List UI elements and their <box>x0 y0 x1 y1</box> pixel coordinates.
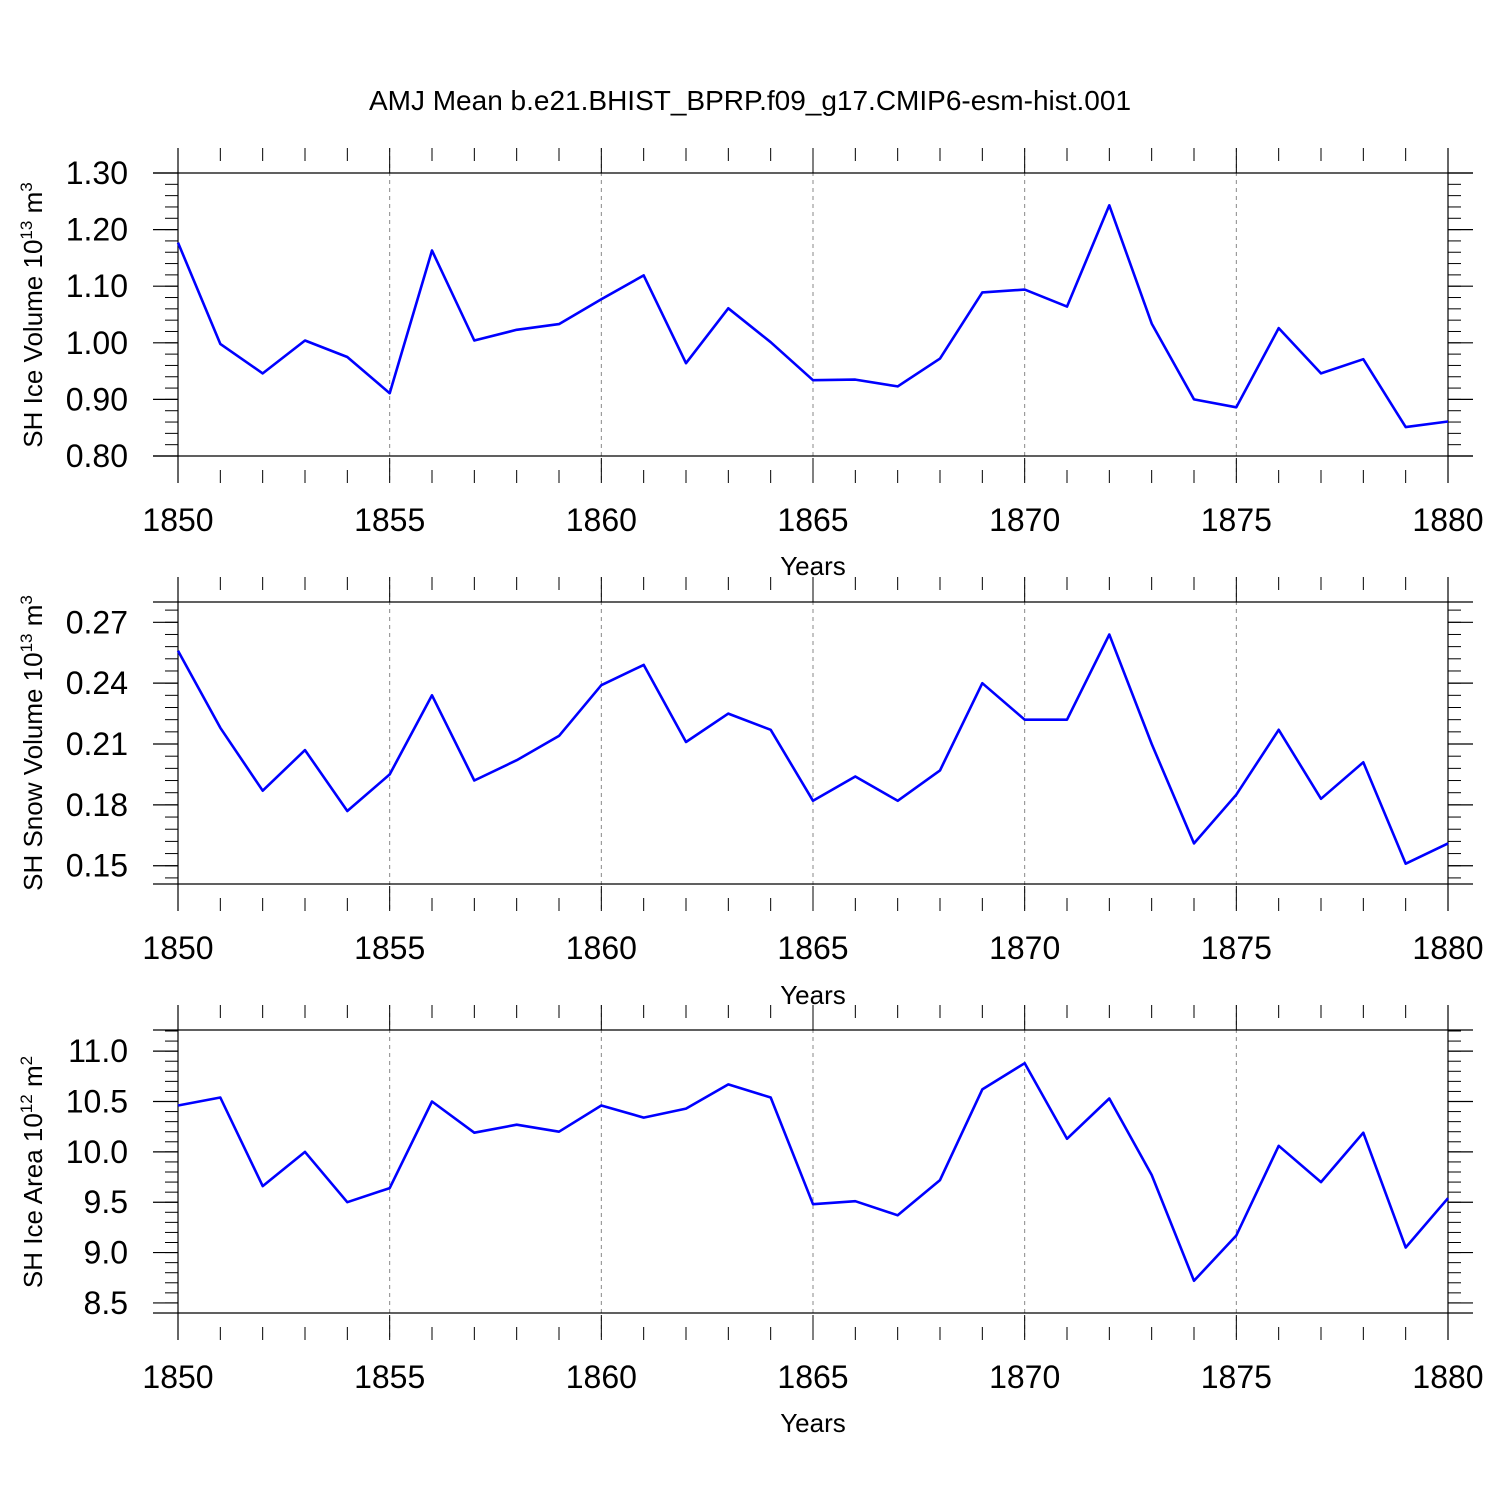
x-tick-label: 1860 <box>566 930 637 966</box>
x-tick-label: 1875 <box>1201 930 1272 966</box>
y-tick-label: 1.20 <box>66 212 128 248</box>
ylabel-text: SH Ice Area 10 <box>18 1113 48 1288</box>
x-tick-label: 1880 <box>1412 1359 1483 1395</box>
panel-ice-area: SH Ice Area 1012 m2 Years 1850 1855 1860 18… <box>17 1005 1484 1438</box>
x-tick-label: 1855 <box>354 502 425 538</box>
x-tick-label: 1880 <box>1412 502 1483 538</box>
panel-ice-volume: SH Ice Volume 1013 m3 Years 1850 1855 1860… <box>17 148 1484 581</box>
y-tick-label: 9.0 <box>84 1235 128 1271</box>
x-tick-label: 1850 <box>142 930 213 966</box>
ylabel-unit: m <box>18 192 48 221</box>
y-tick-label: 0.90 <box>66 381 128 417</box>
y-tick-label: 0.27 <box>66 604 128 640</box>
ylabel-exponent: 12 <box>17 1094 36 1113</box>
panel-xlabel: Years <box>780 1408 846 1438</box>
panel-snow-volume: SH Snow Volume 1013 m3 Years 1850 1855 186… <box>17 577 1484 1010</box>
x-tick-label: 1870 <box>989 502 1060 538</box>
chart-title: AMJ Mean b.e21.BHIST_BPRP.f09_g17.CMIP6-… <box>369 85 1131 116</box>
y-tick-label: 1.10 <box>66 268 128 304</box>
y-tick-label: 1.30 <box>66 155 128 191</box>
y-tick-label: 10.5 <box>66 1084 128 1120</box>
y-tick-label: 0.18 <box>66 787 128 823</box>
x-tick-label: 1875 <box>1201 1359 1272 1395</box>
y-tick-label: 11.0 <box>68 1033 128 1069</box>
x-tick-label: 1855 <box>354 1359 425 1395</box>
y-tick-label: 9.5 <box>84 1184 128 1220</box>
y-tick-label: 0.21 <box>66 726 128 762</box>
panel-ylabel: SH Snow Volume 1013 m3 <box>17 595 48 891</box>
ylabel-exponent: 13 <box>17 633 36 652</box>
panel-ylabel: SH Ice Area 1012 m2 <box>17 1056 48 1288</box>
panel-ylabel: SH Ice Volume 1013 m3 <box>17 182 48 447</box>
y-tick-label: 8.5 <box>84 1285 128 1321</box>
x-tick-label: 1855 <box>354 930 425 966</box>
series-line <box>176 204 1449 429</box>
series-line <box>177 1061 1449 1283</box>
ylabel-unit: m <box>18 605 48 634</box>
x-tick-label: 1870 <box>989 1359 1060 1395</box>
y-tick-label: 0.80 <box>66 438 128 474</box>
ylabel-text: SH Ice Volume 10 <box>18 240 48 448</box>
x-tick-label: 1875 <box>1201 502 1272 538</box>
x-tick-label: 1865 <box>777 930 848 966</box>
x-tick-label: 1860 <box>566 502 637 538</box>
x-tick-label: 1850 <box>142 1359 213 1395</box>
y-tick-label: 10.0 <box>66 1134 128 1170</box>
x-tick-label: 1865 <box>777 502 848 538</box>
ylabel-unit-exponent: 3 <box>17 182 36 191</box>
y-tick-label: 0.24 <box>66 665 128 701</box>
x-tick-label: 1880 <box>1412 930 1483 966</box>
x-tick-label: 1850 <box>142 502 213 538</box>
x-tick-label: 1860 <box>566 1359 637 1395</box>
x-tick-label: 1870 <box>989 930 1060 966</box>
ylabel-text: SH Snow Volume 10 <box>18 652 48 890</box>
series-line <box>176 633 1449 866</box>
x-tick-label: 1865 <box>777 1359 848 1395</box>
y-tick-label: 1.00 <box>66 325 128 361</box>
y-tick-label: 0.15 <box>66 848 128 884</box>
ylabel-unit-exponent: 3 <box>17 595 36 604</box>
ylabel-unit-exponent: 2 <box>17 1056 36 1065</box>
ylabel-exponent: 13 <box>17 221 36 240</box>
ylabel-unit: m <box>18 1065 48 1094</box>
panel-xlabel: Years <box>780 551 846 581</box>
